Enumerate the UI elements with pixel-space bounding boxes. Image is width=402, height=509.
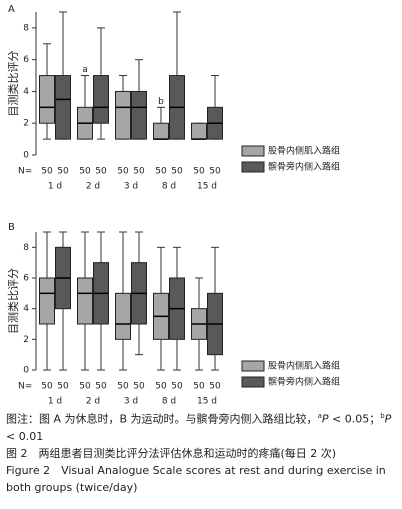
n-value: 50 [155, 167, 167, 177]
annotation: a [82, 65, 88, 75]
box [55, 75, 71, 140]
x-tick-label: 8 d [162, 397, 176, 406]
y-tick-label: 0 [23, 366, 29, 376]
n-label: N= [18, 382, 32, 392]
box [131, 90, 147, 140]
annotation: b [158, 97, 164, 107]
n-value: 50 [133, 382, 145, 392]
x-tick-label: 3 d [124, 397, 138, 406]
n-value: 50 [171, 382, 183, 392]
n-value: 50 [209, 382, 221, 392]
box [93, 75, 109, 124]
box [153, 122, 169, 140]
box [115, 292, 131, 340]
n-value: 50 [79, 167, 91, 177]
panel-label: B [8, 222, 15, 233]
box [115, 90, 131, 140]
legend-swatch [241, 376, 265, 388]
n-value: 50 [41, 382, 53, 392]
note: 图注：图 A 为休息时，B 为运动时。与髌骨旁内侧入路组比较，aP < 0.05… [6, 408, 398, 445]
legend-swatch [241, 145, 265, 157]
n-value: 50 [193, 382, 205, 392]
box [77, 277, 93, 325]
n-value: 50 [57, 167, 69, 177]
p: P [321, 412, 329, 426]
n-value: 50 [57, 382, 69, 392]
y-tick-label: 4 [23, 87, 29, 97]
y-tick-label: 0 [23, 151, 29, 161]
y-tick-label: 8 [23, 23, 29, 33]
caption: 图注：图 A 为休息时，B 为运动时。与髌骨旁内侧入路组比较，aP < 0.05… [6, 408, 398, 496]
y-tick-label: 4 [23, 304, 29, 314]
legend-swatch [241, 360, 265, 372]
legend-label: 股骨内侧肌入路组 [268, 145, 340, 157]
y-tick-label: 2 [23, 335, 29, 345]
box [39, 75, 55, 124]
y-tick-label: 2 [23, 119, 29, 129]
note-text: < 0.01 [6, 429, 44, 443]
figure: A 目测类比评分 0 2 4 6 8 N= 1 d 50 50 2 d a 50 50 3 d 50 50 8 d b… [6, 4, 340, 406]
legend-label: 髌骨旁内侧入路组 [268, 376, 340, 388]
note-text: 图注：图 A 为休息时，B 为运动时。与髌骨旁内侧入路组比较， [6, 412, 318, 426]
legend-label: 髌骨旁内侧入路组 [268, 161, 340, 173]
x-tick-label: 2 d [86, 397, 100, 406]
n-value: 50 [171, 167, 183, 177]
x-tick-label: 15 d [197, 397, 217, 406]
n-value: 50 [117, 382, 129, 392]
sup: a [317, 412, 322, 420]
sup: b [380, 412, 385, 420]
x-tick-label: 1 d [48, 397, 62, 406]
p: P [384, 412, 392, 426]
n-value: 50 [95, 382, 107, 392]
y-axis-label: 目测类比评分 [6, 51, 20, 117]
legend-swatch [241, 161, 265, 173]
n-value: 50 [95, 167, 107, 177]
y-tick-label: 6 [23, 274, 29, 284]
n-value: 50 [41, 167, 53, 177]
x-tick-label: 1 d [48, 182, 62, 192]
x-tick-label: 8 d [162, 182, 176, 192]
box [191, 122, 207, 140]
y-tick-label: 6 [23, 55, 29, 65]
y-tick-label: 8 [23, 243, 29, 253]
n-value: 50 [193, 167, 205, 177]
box [39, 277, 55, 325]
x-tick-label: 3 d [124, 182, 138, 192]
caption-title-cn: 图 2 两组患者目测类比评分法评估休息和运动时的疼痛(每日 2 次) [6, 446, 337, 460]
panel-label: A [8, 4, 15, 15]
n-value: 50 [209, 167, 221, 177]
n-value: 50 [117, 167, 129, 177]
legend-label: 股骨内侧肌入路组 [268, 360, 340, 372]
caption-title-en: Figure 2 Visual Analogue Scale scores at… [6, 463, 386, 494]
n-value: 50 [155, 382, 167, 392]
n-value: 50 [79, 382, 91, 392]
n-label: N= [18, 167, 32, 177]
y-axis-label: 目测类比评分 [6, 268, 20, 334]
n-value: 50 [133, 167, 145, 177]
x-tick-label: 2 d [86, 182, 100, 192]
x-tick-label: 15 d [197, 182, 217, 192]
note-text: < 0.05； [328, 412, 381, 426]
